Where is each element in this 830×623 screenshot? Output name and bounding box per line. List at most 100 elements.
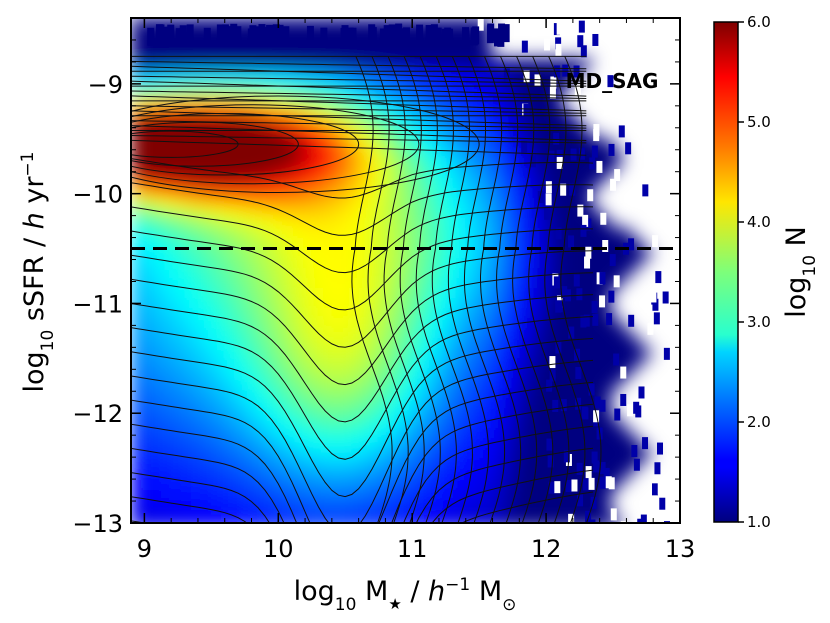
heatmap-cell: [271, 438, 282, 449]
heatmap-cell: [311, 88, 322, 99]
heatmap-cell: [131, 438, 142, 449]
heatmap-cell: [411, 368, 422, 379]
heatmap-cell: [571, 248, 582, 259]
colorbar-tick-label: 3.0: [747, 313, 771, 331]
heatmap-cell: [551, 368, 562, 379]
heatmap-cell: [571, 328, 582, 339]
heatmap-cell: [271, 498, 282, 509]
heatmap-cell: [381, 338, 392, 349]
sparse-pixel: [576, 288, 583, 301]
heatmap-cell: [491, 308, 502, 319]
heatmap-cell: [421, 158, 432, 169]
heatmap-cell: [281, 298, 292, 309]
heatmap-cell: [421, 478, 432, 489]
heatmap-cell: [541, 248, 552, 259]
heatmap-cell: [301, 278, 312, 289]
heatmap-cell: [341, 428, 352, 439]
heatmap-cell: [511, 138, 522, 149]
heatmap-cell: [371, 298, 382, 309]
heatmap-cell: [391, 388, 402, 399]
heatmap-cell: [391, 138, 402, 149]
heatmap-cell: [601, 158, 612, 169]
heatmap-cell: [141, 328, 152, 339]
heatmap-cell: [361, 208, 372, 219]
heatmap-cell: [551, 358, 562, 369]
heatmap-cell: [471, 328, 482, 339]
heatmap-cell: [461, 188, 472, 199]
heatmap-cell: [591, 428, 602, 439]
heatmap-cell: [481, 408, 492, 419]
heatmap-cell: [481, 418, 492, 429]
heatmap-cell: [311, 48, 322, 59]
heatmap-cell: [451, 218, 462, 229]
heatmap-cell: [151, 38, 162, 49]
heatmap-cell: [291, 208, 302, 219]
heatmap-cell: [301, 438, 312, 449]
heatmap-cell: [321, 438, 332, 449]
heatmap-cell: [161, 288, 172, 299]
heatmap-cell: [331, 228, 342, 239]
heatmap-cell: [561, 378, 572, 389]
heatmap-cell: [351, 58, 362, 69]
heatmap-cell: [241, 258, 252, 269]
heatmap-cell: [561, 118, 572, 129]
sparse-pixel: [659, 497, 666, 510]
sparse-pixel: [652, 298, 659, 311]
heatmap-cell: [331, 518, 342, 523]
heatmap-cell: [191, 38, 202, 49]
heatmap-cell: [611, 228, 622, 239]
heatmap-cell: [551, 148, 562, 159]
heatmap-cell: [201, 188, 212, 199]
heatmap-cell: [571, 458, 582, 469]
heatmap-cell: [271, 398, 282, 409]
heatmap-cell: [391, 198, 402, 209]
heatmap-cell: [361, 228, 372, 239]
heatmap-cell: [141, 118, 152, 129]
heatmap-cell: [311, 448, 322, 459]
heatmap-cell: [271, 368, 282, 379]
heatmap-cell: [321, 428, 332, 439]
heatmap-cell: [251, 178, 262, 189]
heatmap-cell: [231, 478, 242, 489]
heatmap-cell: [251, 518, 262, 523]
heatmap-cell: [411, 158, 422, 169]
heatmap-cell: [191, 158, 202, 169]
heatmap-cell: [601, 278, 612, 289]
heatmap-cell: [441, 518, 452, 523]
heatmap-cell: [291, 508, 302, 519]
heatmap-cell: [241, 128, 252, 139]
heatmap-cell: [171, 458, 182, 469]
heatmap-cell: [191, 468, 202, 479]
heatmap-cell: [461, 108, 472, 119]
heatmap-cell: [361, 148, 372, 159]
heatmap-cell: [451, 328, 462, 339]
heatmap-cell: [371, 278, 382, 289]
heatmap-cell: [151, 358, 162, 369]
heatmap-cell: [411, 488, 422, 499]
heatmap-cell: [181, 518, 192, 523]
heatmap-cell: [421, 508, 432, 519]
heatmap-cell: [211, 88, 222, 99]
heatmap-cell: [501, 138, 512, 149]
heatmap-cell: [381, 318, 392, 329]
heatmap-cell: [221, 428, 232, 439]
heatmap-cell: [191, 518, 202, 523]
heatmap-cell: [141, 398, 152, 409]
heatmap-cell: [351, 308, 362, 319]
heatmap-cell: [531, 88, 542, 99]
heatmap-cell: [411, 148, 422, 159]
heatmap-cell: [311, 348, 322, 359]
heatmap-cell: [191, 138, 202, 149]
heatmap-cell: [411, 408, 422, 419]
x-tick-label: 10: [263, 535, 294, 563]
heatmap-cell: [161, 368, 172, 379]
heatmap-cell: [501, 488, 512, 499]
heatmap-cell: [401, 168, 412, 179]
heatmap-cell: [161, 18, 172, 29]
heatmap-cell: [431, 448, 442, 459]
heatmap-cell: [251, 378, 262, 389]
heatmap-cell: [501, 238, 512, 249]
heatmap-cell: [141, 68, 152, 79]
heatmap-cell: [331, 108, 342, 119]
heatmap-cell: [441, 68, 452, 79]
